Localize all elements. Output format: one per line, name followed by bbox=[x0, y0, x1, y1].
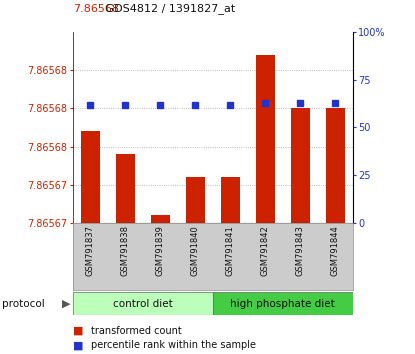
FancyBboxPatch shape bbox=[73, 292, 213, 315]
Text: protocol: protocol bbox=[2, 298, 45, 309]
Bar bbox=[115, 154, 135, 223]
Bar bbox=[326, 108, 345, 223]
Text: GSM791844: GSM791844 bbox=[331, 225, 340, 276]
Text: ■: ■ bbox=[73, 340, 83, 350]
Text: 7.86568: 7.86568 bbox=[73, 4, 119, 14]
Text: ▶: ▶ bbox=[62, 298, 71, 309]
Text: control diet: control diet bbox=[113, 298, 173, 309]
Text: GSM791842: GSM791842 bbox=[261, 225, 270, 276]
Bar bbox=[151, 215, 170, 223]
Text: GSM791841: GSM791841 bbox=[226, 225, 235, 276]
Text: GDS4812 / 1391827_at: GDS4812 / 1391827_at bbox=[102, 3, 235, 14]
Text: ■: ■ bbox=[73, 326, 83, 336]
Text: percentile rank within the sample: percentile rank within the sample bbox=[91, 340, 256, 350]
Text: GSM791837: GSM791837 bbox=[85, 225, 95, 276]
Text: GSM791838: GSM791838 bbox=[121, 225, 129, 276]
FancyBboxPatch shape bbox=[213, 292, 353, 315]
Text: GSM791839: GSM791839 bbox=[156, 225, 165, 276]
Text: GSM791840: GSM791840 bbox=[190, 225, 200, 276]
Text: transformed count: transformed count bbox=[91, 326, 182, 336]
Bar bbox=[256, 55, 275, 223]
Bar bbox=[290, 108, 310, 223]
Text: high phosphate diet: high phosphate diet bbox=[230, 298, 335, 309]
Bar bbox=[186, 177, 205, 223]
Bar bbox=[81, 131, 100, 223]
Bar bbox=[220, 177, 240, 223]
Text: GSM791843: GSM791843 bbox=[296, 225, 305, 276]
